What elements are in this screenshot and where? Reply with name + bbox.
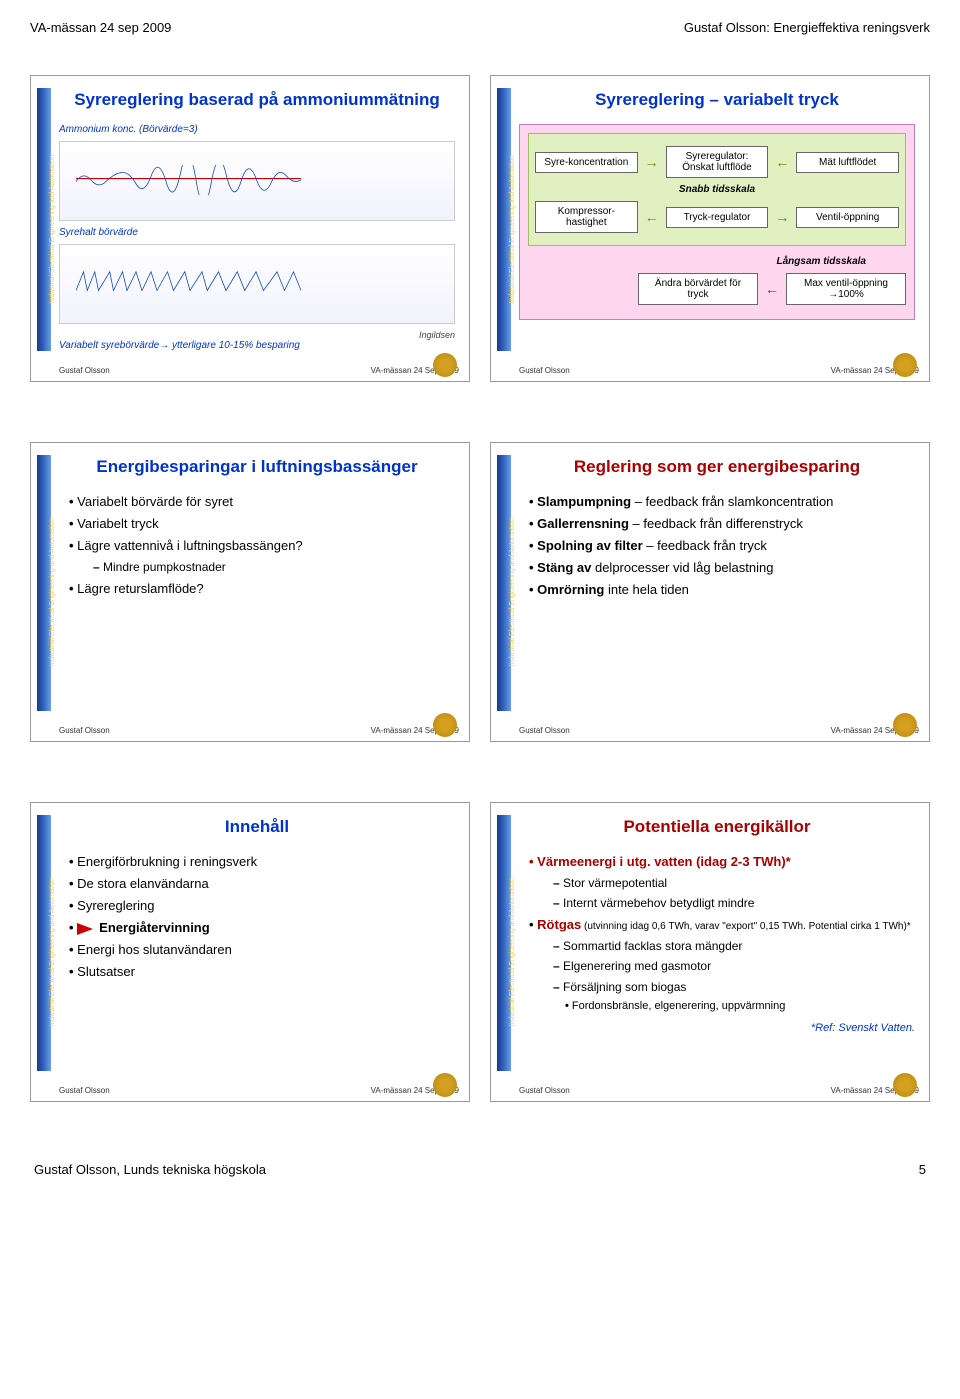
chart-do (59, 244, 455, 324)
header-left: VA-mässan 24 sep 2009 (30, 20, 171, 35)
list-item: Omrörning inte hela tiden (529, 579, 915, 601)
list-item: Stäng av delprocesser vid låg belastning (529, 557, 915, 579)
slide-3: Industrial Electrical Engineering and Au… (30, 442, 470, 742)
page-footer: Gustaf Olsson, Lunds tekniska högskola 5 (30, 1162, 930, 1177)
list-item: Mindre pumpkostnader (93, 557, 455, 577)
arrow-icon: → (772, 209, 792, 225)
arrow-icon: ← (642, 209, 662, 225)
arrow-icon: ← (772, 154, 792, 170)
bullet-list: Energiförbrukning i reningsverk De stora… (59, 851, 455, 984)
bullet-list: Slampumpning – feedback från slamkoncent… (519, 491, 915, 601)
flow-box: Ventil-öppning (796, 207, 899, 228)
slide-title: Syrereglering baserad på ammoniummätning (59, 90, 455, 110)
arrow-marker-icon (77, 923, 93, 935)
slide-author: Gustaf Olsson (519, 366, 570, 375)
flowchart: Syre-koncentration → Syreregulator: Önsk… (519, 124, 915, 320)
chart-ammonium (59, 141, 455, 221)
flow-box: Syre-koncentration (535, 152, 638, 173)
list-item: Försäljning som biogas (553, 977, 915, 997)
chart-source: Ingildsen (59, 330, 455, 340)
list-item: Elgenerering med gasmotor (553, 956, 915, 976)
slide-title: Potentiella energikällor (519, 817, 915, 837)
list-item: Stor värmepotential (553, 873, 915, 893)
flow-box: Kompressor-hastighet (535, 201, 638, 233)
list-item: Syrereglering (69, 895, 455, 917)
sidebar-label: Industrial Electrical Engineering and Au… (509, 878, 516, 1027)
slide-title: Syrereglering – variabelt tryck (519, 90, 915, 110)
list-item: Spolning av filter – feedback från tryck (529, 535, 915, 557)
chart-caption: Variabelt syrebörvärde→ ytterligare 10-1… (59, 340, 455, 351)
list-item: Rötgas (utvinning idag 0,6 TWh, varav "e… (529, 914, 915, 936)
footer-right: 5 (919, 1162, 926, 1177)
seal-icon (433, 353, 457, 377)
slide-author: Gustaf Olsson (519, 1086, 570, 1095)
slide-title: Energibesparingar i luftningsbassänger (59, 457, 455, 477)
chart2-label: Syrehalt börvärde (59, 227, 455, 238)
arrow-icon: ← (762, 281, 782, 297)
sidebar-label: Industrial Electrical Engineering and Au… (49, 878, 56, 1027)
list-item: Lägre returslamflöde? (69, 578, 455, 600)
seal-icon (433, 713, 457, 737)
slide-author: Gustaf Olsson (59, 1086, 110, 1095)
flow-box: Max ventil-öppning →100% (786, 273, 906, 305)
list-item: Gallerrensning – feedback från differens… (529, 513, 915, 535)
slide-5: Industrial Electrical Engineering and Au… (30, 802, 470, 1102)
flow-caption: Långsam tidsskala (528, 256, 906, 267)
seal-icon (893, 353, 917, 377)
seal-icon (433, 1073, 457, 1097)
bullet-list: Värmeenergi i utg. vatten (idag 2-3 TWh)… (519, 851, 915, 1016)
slide-author: Gustaf Olsson (59, 366, 110, 375)
list-item: Slutsatser (69, 961, 455, 983)
list-item: Energiåtervinning (69, 917, 455, 939)
list-item: Variabelt tryck (69, 513, 455, 535)
slide-2: Industrial Electrical Engineering and Au… (490, 75, 930, 382)
list-item: Energi hos slutanvändaren (69, 939, 455, 961)
header-right: Gustaf Olsson: Energieffektiva reningsve… (684, 20, 930, 35)
sidebar-label: Industrial Electrical Engineering and Au… (49, 518, 56, 667)
reference-note: *Ref: Svenskt Vatten. (519, 1022, 915, 1034)
seal-icon (893, 1073, 917, 1097)
sidebar-label: Industrial Electrical Engineering and Au… (509, 518, 516, 667)
slide-author: Gustaf Olsson (519, 726, 570, 735)
flow-box: Tryck-regulator (666, 207, 769, 228)
flow-box: Syreregulator: Önskat luftflöde (666, 146, 769, 178)
flow-box: Ändra börvärdet för tryck (638, 273, 758, 305)
chart1-label: Ammonium konc. (Börvärde=3) (59, 124, 455, 135)
list-item: Lägre vattennivå i luftningsbassängen? (69, 535, 455, 557)
slide-title: Innehåll (59, 817, 455, 837)
page-header: VA-mässan 24 sep 2009 Gustaf Olsson: Ene… (30, 20, 930, 35)
flow-box: Mät luftflödet (796, 152, 899, 173)
slide-6: Industrial Electrical Engineering and Au… (490, 802, 930, 1102)
sidebar-label: Industrial Electrical Engineering and Au… (49, 154, 56, 303)
list-item: Fordonsbränsle, elgenerering, uppvärmnin… (565, 997, 915, 1016)
slide-author: Gustaf Olsson (59, 726, 110, 735)
slide-title: Reglering som ger energibesparing (519, 457, 915, 477)
list-item: Internt värmebehov betydligt mindre (553, 893, 915, 913)
list-item: Variabelt börvärde för syret (69, 491, 455, 513)
list-item: Värmeenergi i utg. vatten (idag 2-3 TWh)… (529, 851, 915, 873)
slide-1: Industrial Electrical Engineering and Au… (30, 75, 470, 382)
slide-4: Industrial Electrical Engineering and Au… (490, 442, 930, 742)
seal-icon (893, 713, 917, 737)
arrow-icon: → (642, 154, 662, 170)
list-item: Sommartid facklas stora mängder (553, 936, 915, 956)
flow-caption: Snabb tidsskala (535, 184, 899, 195)
list-item: Slampumpning – feedback från slamkoncent… (529, 491, 915, 513)
sidebar-label: Industrial Electrical Engineering and Au… (509, 154, 516, 303)
footer-left: Gustaf Olsson, Lunds tekniska högskola (34, 1162, 266, 1177)
list-item: Energiförbrukning i reningsverk (69, 851, 455, 873)
bullet-list: Variabelt börvärde för syret Variabelt t… (59, 491, 455, 600)
list-item: De stora elanvändarna (69, 873, 455, 895)
